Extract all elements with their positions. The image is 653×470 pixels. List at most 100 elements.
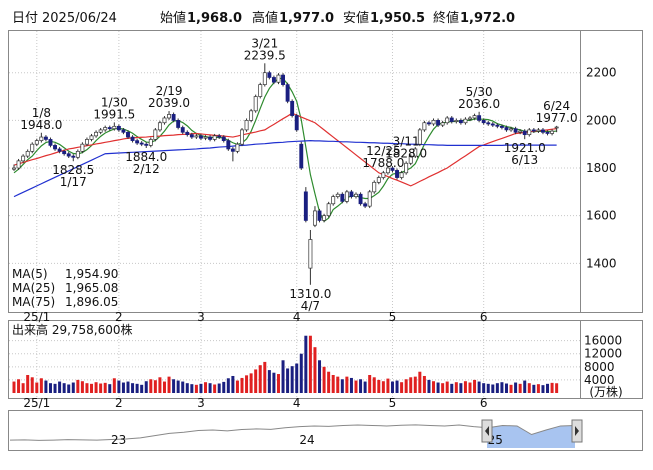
candle-body: [372, 181, 377, 193]
volume-bar: [504, 383, 508, 393]
x-tick-label: 5: [389, 396, 397, 410]
candle-body: [354, 193, 358, 197]
volume-bar: [336, 376, 340, 393]
header-label: 始値: [160, 10, 186, 26]
volume-bar: [121, 382, 125, 393]
annotation-date: 5/30: [466, 85, 493, 99]
candle-body: [194, 135, 199, 138]
volume-bar: [17, 379, 21, 393]
y-tick-label: 2000: [586, 113, 617, 127]
candle-body: [180, 127, 185, 133]
candle-body: [226, 140, 231, 150]
volume-bar: [281, 360, 285, 393]
volume-bar: [276, 374, 280, 393]
candle-body: [454, 120, 459, 122]
candle-body: [481, 120, 486, 124]
y-tick-label: 2200: [586, 66, 617, 80]
volume-bar: [514, 382, 518, 393]
volume-bar: [117, 380, 121, 393]
candle-body: [363, 203, 368, 207]
volume-bar: [12, 381, 16, 393]
volume-bar: [208, 383, 212, 393]
ma-line: [13, 140, 557, 198]
candle-body: [395, 170, 399, 178]
legend-name: MA(5): [12, 267, 48, 281]
volume-bar: [486, 383, 490, 393]
volume-bar: [108, 384, 112, 393]
candle-body: [253, 96, 258, 112]
volume-bar: [58, 381, 62, 393]
volume-bar: [386, 378, 390, 393]
volume-bar: [99, 383, 103, 393]
candle-body: [445, 117, 450, 124]
x-tick-label: 3: [197, 396, 205, 410]
volume-bar: [359, 379, 363, 393]
volume-bar: [482, 383, 486, 393]
volume-bar: [463, 381, 467, 393]
volume-bar: [354, 380, 358, 393]
volume-bar: [39, 378, 43, 393]
candle-body: [139, 142, 144, 145]
candle-body: [126, 131, 130, 138]
navigator-label: 24: [299, 433, 314, 447]
candle-body: [43, 136, 48, 140]
header-value: 1,968.0: [187, 11, 242, 26]
candle-body: [34, 140, 39, 145]
volume-bar: [153, 380, 157, 393]
candle-body: [495, 124, 500, 127]
candle-body: [404, 162, 409, 174]
candle-body: [344, 191, 349, 202]
candle-body: [221, 136, 226, 141]
annotation-date: 4/7: [301, 299, 320, 313]
candle-body: [408, 155, 413, 164]
annotation-price: 2239.5: [244, 48, 286, 62]
x-tick-label: 25/1: [23, 396, 50, 410]
annotation-price: 1828.5: [52, 163, 94, 177]
volume-bar: [541, 385, 545, 393]
volume-bar: [523, 380, 527, 393]
volume-bar: [327, 371, 331, 393]
volume-unit: (万株): [589, 384, 622, 399]
volume-bar: [235, 380, 239, 393]
volume-bar: [158, 377, 162, 393]
candle-body: [66, 153, 71, 157]
volume-bar: [249, 373, 253, 393]
legend-value: 1,896.05: [65, 295, 118, 309]
volume-bar: [181, 381, 185, 393]
candle-body: [203, 136, 208, 139]
x-tick-label: 25/1: [23, 310, 50, 324]
volume-bar: [313, 347, 317, 393]
volume-bar: [112, 378, 116, 393]
volume-bar: [340, 379, 344, 393]
volume-bar: [527, 383, 531, 393]
candle-body: [303, 191, 308, 221]
volume-bar: [349, 377, 353, 393]
volume-bar: [21, 383, 25, 393]
annotation-date: 2/12: [133, 162, 160, 176]
annotation-price: 1991.5: [93, 107, 135, 121]
x-tick-label: 2: [115, 310, 123, 324]
volume-bar: [409, 377, 413, 393]
volume-bar: [555, 383, 559, 393]
annotation-date: 3/11: [393, 134, 420, 148]
volume-bar: [131, 383, 135, 393]
candle-body: [468, 117, 472, 120]
candle-body: [258, 84, 263, 97]
candle-body: [541, 129, 545, 133]
candle-body: [189, 134, 194, 138]
volume-bar: [267, 370, 271, 393]
volume-bar: [459, 383, 463, 393]
navigator-frame: [8, 410, 643, 451]
candle-body: [12, 167, 16, 170]
volume-bar: [149, 379, 153, 393]
header-value: 1,972.0: [460, 11, 515, 26]
volume-bar: [231, 375, 235, 393]
volume-bar: [454, 382, 458, 393]
annotation-date: 1/30: [101, 95, 128, 109]
volume-bar: [135, 383, 139, 393]
candle-body: [212, 135, 217, 140]
candle-body: [358, 193, 363, 205]
volume-bar: [162, 381, 166, 393]
candle-body: [477, 115, 482, 121]
candle-body: [25, 150, 30, 157]
